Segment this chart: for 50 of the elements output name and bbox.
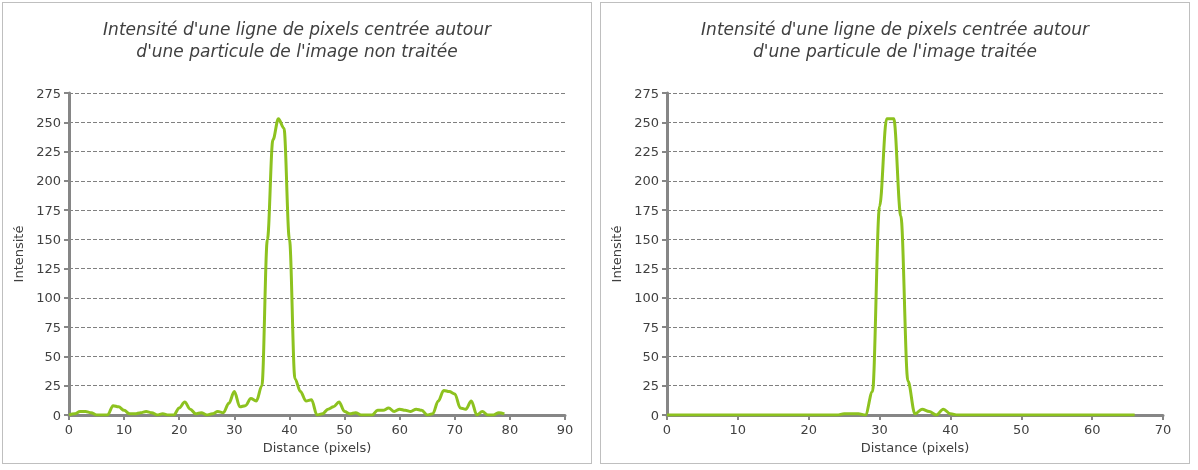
x-tick-label: 60 [391, 422, 408, 437]
y-tick-label: 200 [634, 173, 659, 189]
y-tick-label: 250 [634, 114, 659, 130]
y-axis-title: Intensité [609, 225, 625, 283]
line-series [67, 117, 506, 417]
y-tick-label: 25 [44, 378, 61, 394]
y-tick-label: 75 [44, 319, 61, 335]
y-tick-label: 75 [642, 319, 659, 335]
y-tick-label: 275 [36, 85, 61, 101]
x-tick-label: 50 [1013, 422, 1030, 437]
y-axis-title: Intensité [11, 225, 27, 283]
x-tick-label: 50 [336, 422, 353, 437]
y-tick-label: 125 [36, 261, 61, 277]
y-tick-label: 125 [634, 261, 659, 277]
x-axis-title: Distance (pixels) [860, 440, 970, 455]
y-tick-label: 50 [642, 348, 659, 364]
y-tick-label: 225 [634, 144, 659, 160]
y-tick-label: 250 [36, 114, 61, 130]
x-tick-label: 20 [800, 422, 817, 437]
x-tick-label: 70 [1154, 422, 1172, 437]
y-tick-label: 175 [634, 202, 659, 218]
x-tick-label: 20 [170, 422, 188, 437]
chart-title: Intensité d'une ligne de pixels centrée autour d'une particule de l'image traitée [701, 19, 1090, 61]
y-tick-label: 0 [650, 407, 659, 423]
line-series [665, 117, 1137, 417]
x-tick-label: 0 [64, 422, 74, 437]
x-tick-label: 10 [729, 422, 747, 437]
y-tick-label: 0 [52, 407, 61, 423]
x-tick-label: 70 [446, 422, 464, 437]
x-axis-title: Distance (pixels) [262, 440, 372, 455]
y-tick-label: 275 [634, 85, 659, 101]
y-tick-label: 50 [44, 348, 61, 364]
x-tick-label: 30 [871, 422, 888, 437]
x-tick-label: 60 [1083, 422, 1101, 437]
y-tick-label: 100 [36, 290, 61, 306]
chart-title: Intensité d'une ligne de pixels centrée autour d'une particule de l'image non traitée [103, 19, 492, 61]
x-tick-label: 40 [281, 422, 298, 437]
x-tick-label: 10 [115, 422, 133, 437]
y-tick-label: 225 [36, 144, 61, 160]
y-tick-label: 25 [642, 378, 659, 394]
x-tick-label: 0 [662, 422, 672, 437]
y-tick-label: 100 [634, 290, 659, 306]
y-tick-label: 200 [36, 173, 61, 189]
x-tick-label: 30 [226, 422, 243, 437]
x-tick-label: 80 [501, 422, 519, 437]
y-tick-label: 175 [36, 202, 61, 218]
y-tick-label: 150 [36, 231, 61, 247]
x-tick-label: 40 [942, 422, 959, 437]
x-tick-label: 90 [556, 422, 574, 437]
y-tick-label: 150 [634, 231, 659, 247]
